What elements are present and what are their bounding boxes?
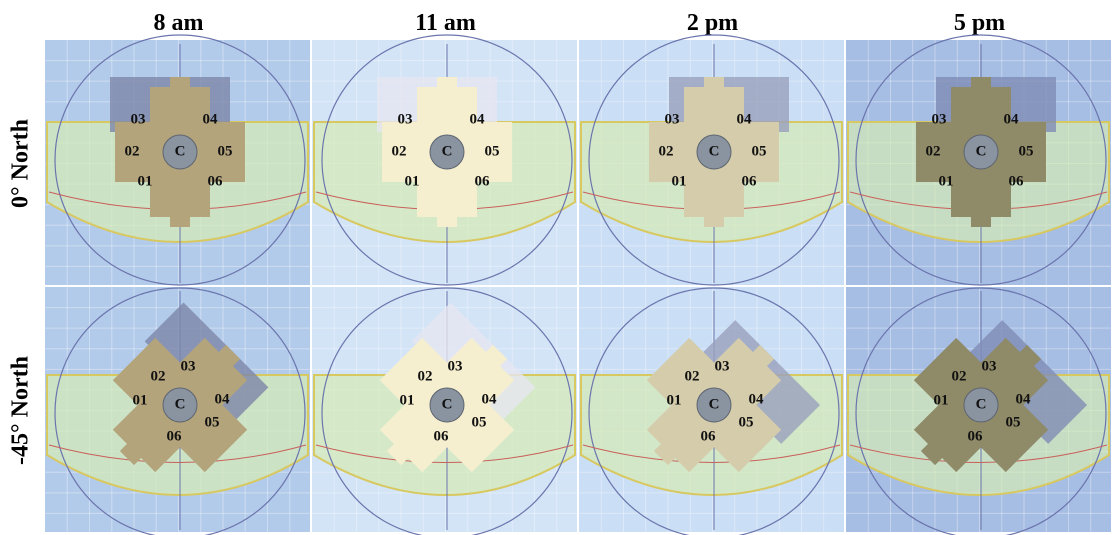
unit-label: 01	[667, 392, 682, 408]
column-header: 2 pm	[687, 10, 738, 36]
unit-label: 04	[482, 391, 498, 407]
unit-label: 03	[715, 358, 730, 374]
unit-label: 04	[749, 391, 765, 407]
figure: 8 am11 am2 pm5 pm0° NorthC010203040506C0…	[0, 0, 1113, 535]
unit-label: 06	[742, 173, 758, 189]
unit-label: 03	[181, 358, 196, 374]
column-header: 8 am	[154, 10, 204, 36]
unit-label: 01	[672, 173, 687, 189]
sun-path-panel: C 01 02 03 04 05 06	[45, 35, 310, 285]
unit-label: 01	[405, 173, 420, 189]
unit-label: 04	[1016, 391, 1032, 407]
unit-label: 03	[665, 111, 680, 127]
unit-label: 01	[400, 392, 415, 408]
unit-label: 02	[125, 143, 140, 159]
unit-label: C	[442, 396, 453, 412]
unit-label: 06	[208, 173, 224, 189]
unit-label: 05	[472, 414, 487, 430]
unit-label: 05	[1006, 414, 1021, 430]
unit-label: 01	[138, 173, 153, 189]
unit-label: 06	[167, 428, 183, 444]
unit-label: 04	[1004, 111, 1020, 127]
unit-label: 05	[1019, 143, 1034, 159]
unit-label: C	[976, 143, 987, 159]
unit-label: 01	[939, 173, 954, 189]
unit-label: 02	[418, 368, 433, 384]
unit-label: 04	[470, 111, 486, 127]
unit-label: 03	[448, 358, 463, 374]
row-label: -45° North	[8, 356, 34, 465]
unit-label: 05	[485, 143, 500, 159]
unit-label: 02	[685, 368, 700, 384]
unit-label: 03	[982, 358, 997, 374]
unit-label: 04	[203, 111, 219, 127]
unit-label: 06	[434, 428, 450, 444]
unit-label: 02	[659, 143, 674, 159]
unit-label: 02	[926, 143, 941, 159]
row-label: 0° North	[8, 119, 34, 208]
unit-label: C	[175, 396, 186, 412]
unit-label: C	[709, 396, 720, 412]
unit-label: 06	[1009, 173, 1025, 189]
unit-label: 04	[215, 391, 231, 407]
unit-label: 05	[218, 143, 233, 159]
unit-label: C	[442, 143, 453, 159]
page: 8 am11 am2 pm5 pm0° NorthC010203040506C0…	[0, 0, 1113, 535]
unit-label: 01	[934, 392, 949, 408]
column-header: 5 pm	[954, 10, 1005, 36]
unit-label: 02	[151, 368, 166, 384]
unit-label: C	[709, 143, 720, 159]
sun-path-panel: C 01 02 03 04 05 06	[846, 35, 1111, 285]
unit-label: 02	[952, 368, 967, 384]
unit-label: 05	[205, 414, 220, 430]
unit-label: C	[175, 143, 186, 159]
unit-label: C	[976, 396, 987, 412]
sun-path-panel: C 01 02 03 04 05 06	[312, 35, 577, 285]
unit-label: 04	[737, 111, 753, 127]
unit-label: 05	[739, 414, 754, 430]
unit-label: 06	[475, 173, 491, 189]
unit-label: 01	[133, 392, 148, 408]
unit-label: 02	[392, 143, 407, 159]
unit-label: 03	[398, 111, 413, 127]
unit-label: 06	[968, 428, 984, 444]
column-header: 11 am	[415, 10, 476, 36]
unit-label: 03	[932, 111, 947, 127]
unit-label: 06	[701, 428, 717, 444]
unit-label: 05	[752, 143, 767, 159]
unit-label: 03	[131, 111, 146, 127]
sun-path-panel: C 01 02 03 04 05 06	[579, 35, 844, 285]
